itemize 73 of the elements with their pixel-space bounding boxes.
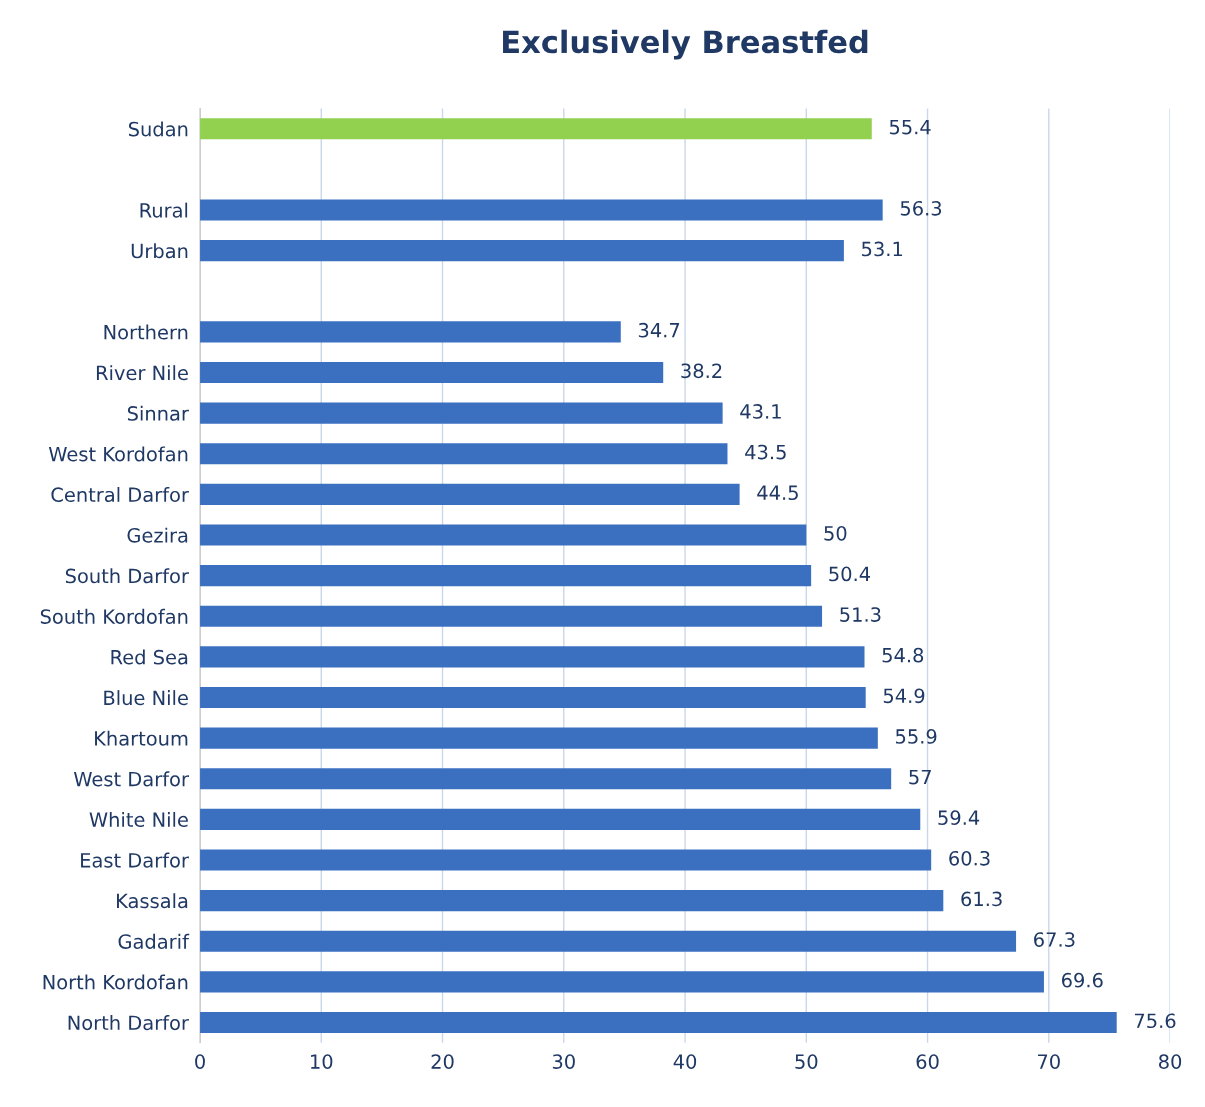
x-tick-label: 70 (1038, 1054, 1060, 1069)
bar (200, 118, 872, 140)
bar (200, 199, 883, 221)
y-tick-label: South Darfor (65, 568, 189, 584)
bar (200, 727, 878, 749)
bar (200, 890, 944, 912)
y-tick-label: Gezira (127, 527, 188, 543)
y-tick-label: White Nile (89, 811, 188, 828)
y-tick-label: East Darfor (81, 852, 189, 868)
data-label: 57 (909, 769, 931, 785)
data-label: 69.6 (1061, 972, 1103, 988)
x-tick-label: 0 (195, 1054, 205, 1069)
bar (200, 443, 728, 465)
data-label: 44.5 (757, 485, 798, 501)
bar (200, 849, 932, 871)
data-label: 67.3 (1034, 932, 1075, 947)
bar (200, 605, 823, 627)
data-label: 53.1 (862, 241, 903, 257)
data-label: 60.3 (949, 850, 990, 866)
bar (200, 1011, 1117, 1034)
bar (200, 483, 740, 505)
y-tick-label: Khartoum (95, 730, 188, 746)
y-tick-label: West Kordofan (48, 446, 188, 462)
data-label: 55.9 (896, 729, 937, 744)
bar (200, 930, 1017, 952)
data-label: 50.4 (829, 566, 871, 582)
x-tick-label: 10 (311, 1054, 333, 1069)
x-tick-label: 80 (1159, 1054, 1182, 1069)
data-label: 43.1 (740, 404, 781, 419)
y-tick-label: North Kordofan (43, 974, 188, 990)
bar (200, 646, 865, 668)
bar (200, 321, 621, 343)
x-tick-label: 30 (552, 1054, 575, 1069)
y-tick-label: West Darfor (73, 771, 189, 787)
y-tick-label: Urban (131, 243, 188, 259)
y-tick-label: Gadarif (118, 933, 190, 949)
y-tick-label: Sinnar (127, 405, 189, 421)
chart-title: Exclusively Breastfed (503, 29, 868, 60)
y-tick-label: Northern (104, 324, 188, 340)
bar (200, 361, 664, 384)
y-tick-label: Blue Nile (104, 690, 188, 706)
y-tick-label: Central Darfor (51, 487, 189, 503)
bar (200, 565, 812, 587)
bar (200, 768, 892, 790)
y-tick-label: Red Sea (111, 649, 188, 665)
y-tick-label: Sudan (128, 121, 188, 137)
data-label: 56.3 (900, 200, 942, 216)
data-label: 34.7 (638, 322, 680, 338)
bar (200, 971, 1044, 993)
x-tick-label: 20 (431, 1054, 454, 1069)
data-label: 50 (824, 525, 847, 541)
data-label: 54.9 (883, 688, 925, 704)
data-label: 59.4 (938, 810, 980, 826)
x-tick-label: 50 (795, 1054, 818, 1069)
data-label: 61.3 (961, 891, 1002, 907)
bar (200, 524, 807, 546)
data-label: 38.2 (681, 363, 722, 379)
data-label: 54.8 (882, 647, 924, 663)
y-tick-label: River Nile (96, 365, 188, 381)
y-tick-label: Kassala (117, 893, 188, 909)
data-label: 55.4 (889, 119, 931, 135)
bar (200, 240, 844, 262)
data-label: 75.6 (1134, 1013, 1176, 1029)
bar (200, 686, 866, 709)
y-tick-label: South Kordofan (40, 608, 188, 624)
x-tick-label: 40 (673, 1054, 697, 1069)
bar (200, 402, 723, 424)
y-tick-label: North Darfor (68, 1015, 189, 1031)
data-label: 43.5 (745, 444, 786, 460)
data-label: 51.3 (840, 607, 881, 622)
x-tick-label: 60 (916, 1054, 939, 1069)
bar (200, 808, 921, 830)
y-tick-label: Rural (140, 202, 188, 218)
